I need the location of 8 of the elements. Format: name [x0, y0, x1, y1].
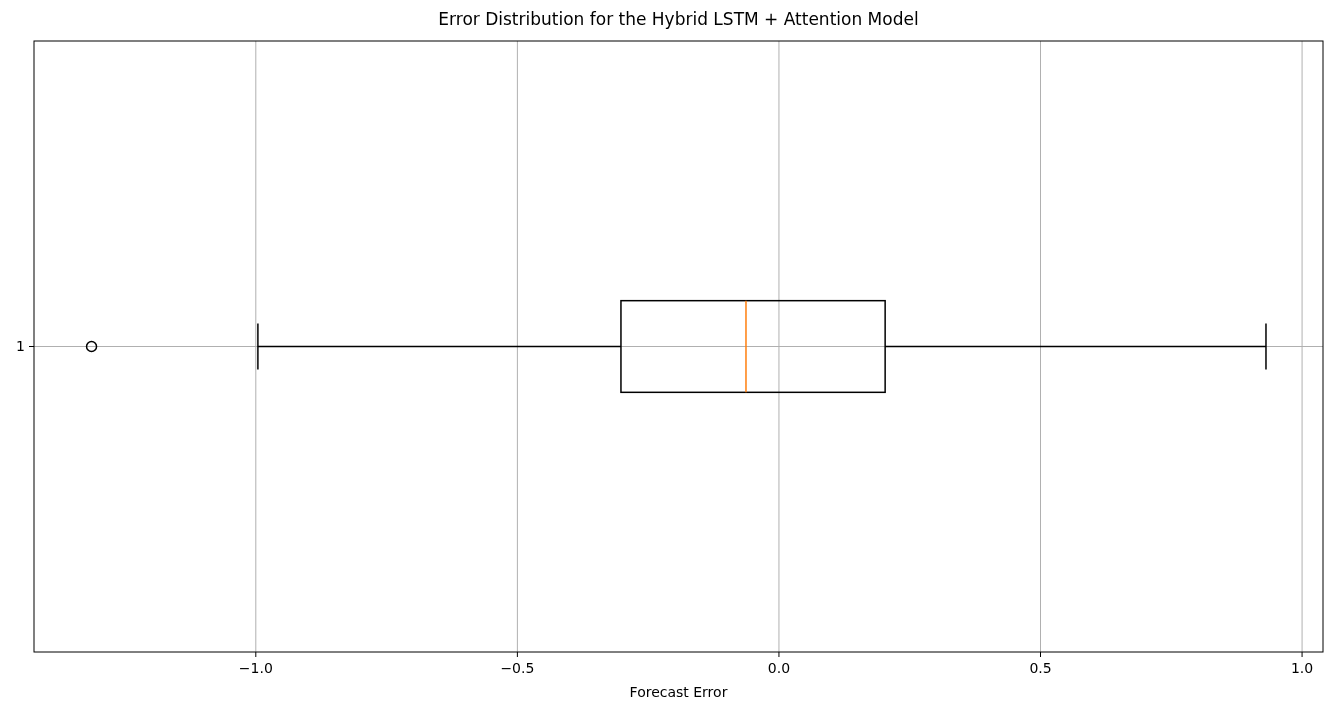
x-axis-title: Forecast Error: [629, 684, 728, 700]
x-tick-label: 0.5: [1029, 660, 1052, 676]
x-tick-label: −1.0: [238, 660, 273, 676]
x-tick-label: 0.0: [767, 660, 791, 676]
chart-title: Error Distribution for the Hybrid LSTM + Attention Model: [438, 9, 919, 29]
x-tick-label: 1.0: [1290, 660, 1314, 676]
y-tick-label: 1: [16, 338, 25, 355]
x-tick-label: −0.5: [500, 660, 535, 676]
